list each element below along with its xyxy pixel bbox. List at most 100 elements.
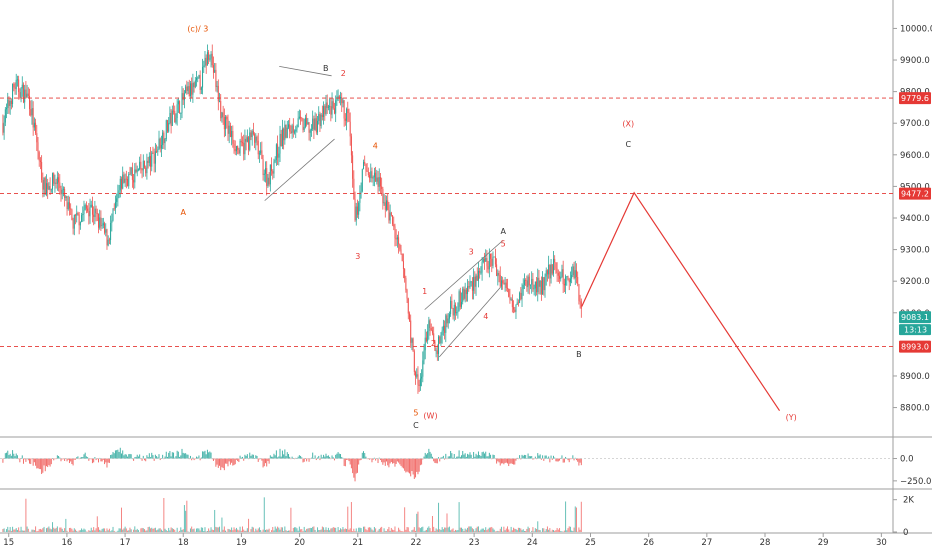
- candle-body: [463, 288, 465, 299]
- oscillator-bar: [235, 458, 237, 460]
- oscillator-bar: [523, 454, 525, 459]
- volume-bar: [575, 507, 577, 532]
- candle-body: [137, 169, 139, 171]
- trendlines[interactable]: [264, 65, 504, 358]
- oscillator-bar: [203, 451, 205, 459]
- candle-body: [219, 101, 221, 102]
- volume-bar: [245, 530, 247, 532]
- candle-body: [177, 101, 179, 105]
- candle-body: [539, 280, 541, 287]
- oscillator-bar: [116, 450, 118, 459]
- volume-bar: [427, 527, 429, 532]
- oscillator-bar: [372, 458, 374, 460]
- candle-body: [557, 272, 559, 276]
- oscillator-bar: [113, 453, 115, 459]
- candle-body: [447, 318, 449, 324]
- volume-bar: [337, 527, 339, 532]
- volume-bar: [548, 529, 550, 532]
- oscillator-bar: [242, 456, 244, 459]
- time-tick-label: 25: [585, 538, 596, 548]
- oscillator-bar: [384, 458, 386, 466]
- candle-body: [405, 278, 407, 290]
- volume-bar: [147, 527, 149, 532]
- candle-body: [20, 88, 22, 98]
- volume-bar: [525, 530, 527, 532]
- oscillator-bar: [482, 451, 484, 459]
- oscillator-bar: [35, 458, 37, 466]
- candle-body: [484, 258, 486, 262]
- candle-body: [141, 169, 143, 171]
- candle-body: [470, 281, 472, 283]
- oscillator-bar: [136, 454, 138, 459]
- candle-body: [35, 122, 37, 134]
- oscillator-bar: [90, 458, 92, 460]
- candle-body: [493, 256, 495, 258]
- oscillator-bar: [18, 458, 20, 460]
- volume-bar: [7, 526, 9, 532]
- oscillator-bar: [427, 453, 429, 459]
- candle-body: [577, 277, 579, 285]
- oscillator-bar: [306, 458, 308, 462]
- candle-body: [52, 173, 54, 190]
- candle-body: [387, 200, 389, 211]
- volume-bar: [329, 530, 331, 532]
- volume-bar: [353, 528, 355, 532]
- candle-body: [39, 160, 41, 162]
- volume-bar: [286, 530, 288, 532]
- oscillator-bar: [343, 458, 345, 466]
- oscillator-bar: [173, 452, 175, 459]
- oscillator-bar: [181, 448, 183, 459]
- candle-body: [318, 113, 320, 121]
- candle-body: [73, 214, 75, 229]
- oscillator-bar: [128, 454, 130, 459]
- volume-bar: [365, 529, 367, 532]
- volume-bar: [388, 526, 390, 532]
- oscillator-bar: [491, 458, 493, 460]
- oscillator-bar: [25, 458, 27, 462]
- volume-bar: [412, 529, 414, 532]
- candle-body: [22, 84, 24, 103]
- volume-bar: [456, 530, 458, 532]
- candle-body: [180, 112, 182, 114]
- volume-bar: [198, 528, 200, 532]
- oscillator-bar: [271, 456, 273, 459]
- oscillator-bar: [4, 453, 6, 459]
- oscillator-bar: [514, 458, 516, 465]
- candle-body: [301, 118, 303, 120]
- oscillator-bar: [445, 453, 447, 459]
- oscillator-bar: [300, 455, 302, 459]
- volume-bar: [204, 527, 206, 532]
- oscillator-bar: [168, 452, 170, 459]
- volume-bar: [549, 528, 551, 532]
- oscillator-bar: [145, 458, 147, 462]
- oscillator-bar: [197, 457, 199, 459]
- volume-bar: [200, 527, 202, 532]
- candle-body: [458, 291, 460, 311]
- volume-bar: [205, 531, 207, 532]
- volume-bar: [370, 527, 372, 532]
- oscillator-bar: [580, 458, 582, 466]
- volume-bar: [104, 528, 106, 532]
- candle-body: [275, 144, 277, 161]
- candle-body: [269, 164, 271, 185]
- volume-bar: [246, 528, 248, 532]
- oscillator-bar: [383, 458, 385, 463]
- horizontal-levels[interactable]: [0, 97, 893, 348]
- oscillator-bar: [6, 452, 8, 459]
- wave-label: (X): [622, 119, 634, 128]
- time-axis[interactable]: 15 16 17 18 19 20 21 22 23 24 25 26 27 28 29 30: [3, 533, 887, 548]
- oscillator-bar: [101, 458, 103, 462]
- volume-bar: [435, 528, 437, 532]
- oscillator-bar: [162, 454, 164, 459]
- candle-body: [263, 173, 265, 176]
- volume-bar: [446, 513, 448, 532]
- oscillator-bar: [129, 453, 131, 459]
- price-axis[interactable]: 10000.09900.09800.09700.09600.09500.0940…: [893, 24, 932, 538]
- oscillator-bar: [408, 458, 410, 474]
- candle-body: [233, 143, 235, 150]
- candle-body: [358, 202, 360, 215]
- oscillator-bar: [38, 458, 40, 470]
- candle-body: [367, 171, 369, 176]
- projection-path[interactable]: [581, 191, 781, 412]
